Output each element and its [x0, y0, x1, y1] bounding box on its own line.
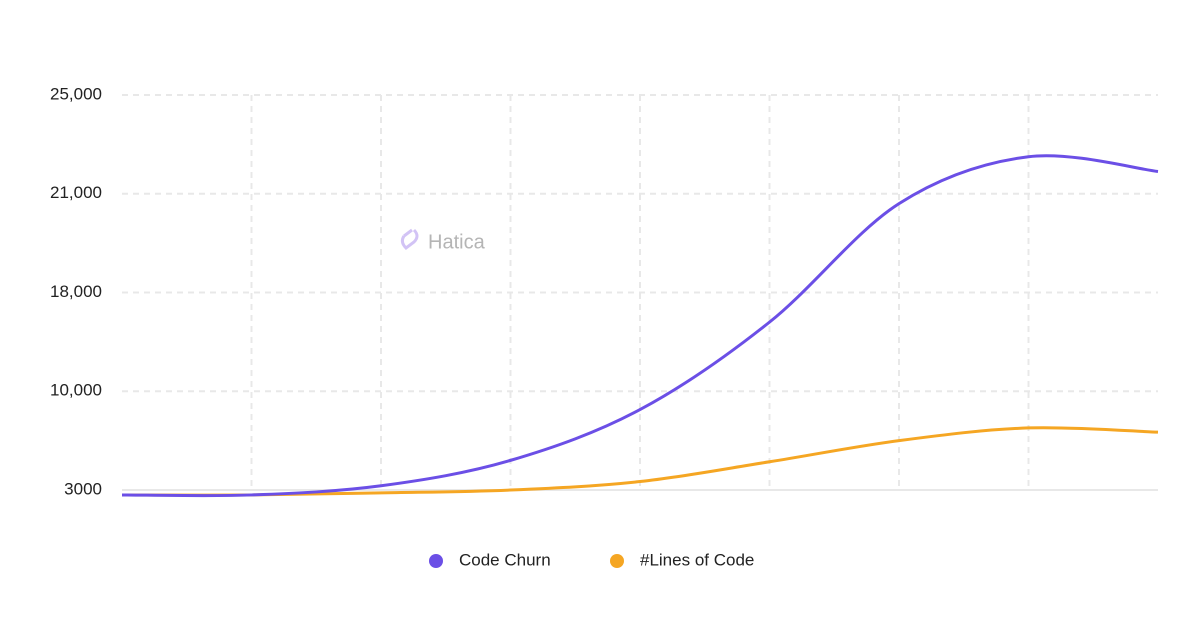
legend-label: #Lines of Code: [640, 550, 754, 569]
y-tick-label: 10,000: [50, 381, 102, 400]
legend-label: Code Churn: [459, 550, 551, 569]
y-tick-label: 3000: [64, 479, 102, 498]
watermark: Hatica: [428, 231, 486, 253]
line: [121, 154, 1159, 498]
watermark-logo: [400, 228, 419, 250]
legend-marker: [429, 554, 443, 568]
y-tick-label: 21,000: [50, 183, 102, 202]
legend-marker: [610, 554, 624, 568]
y-tick-label: 18,000: [50, 282, 102, 301]
y-tick-label: 25,000: [50, 84, 102, 103]
